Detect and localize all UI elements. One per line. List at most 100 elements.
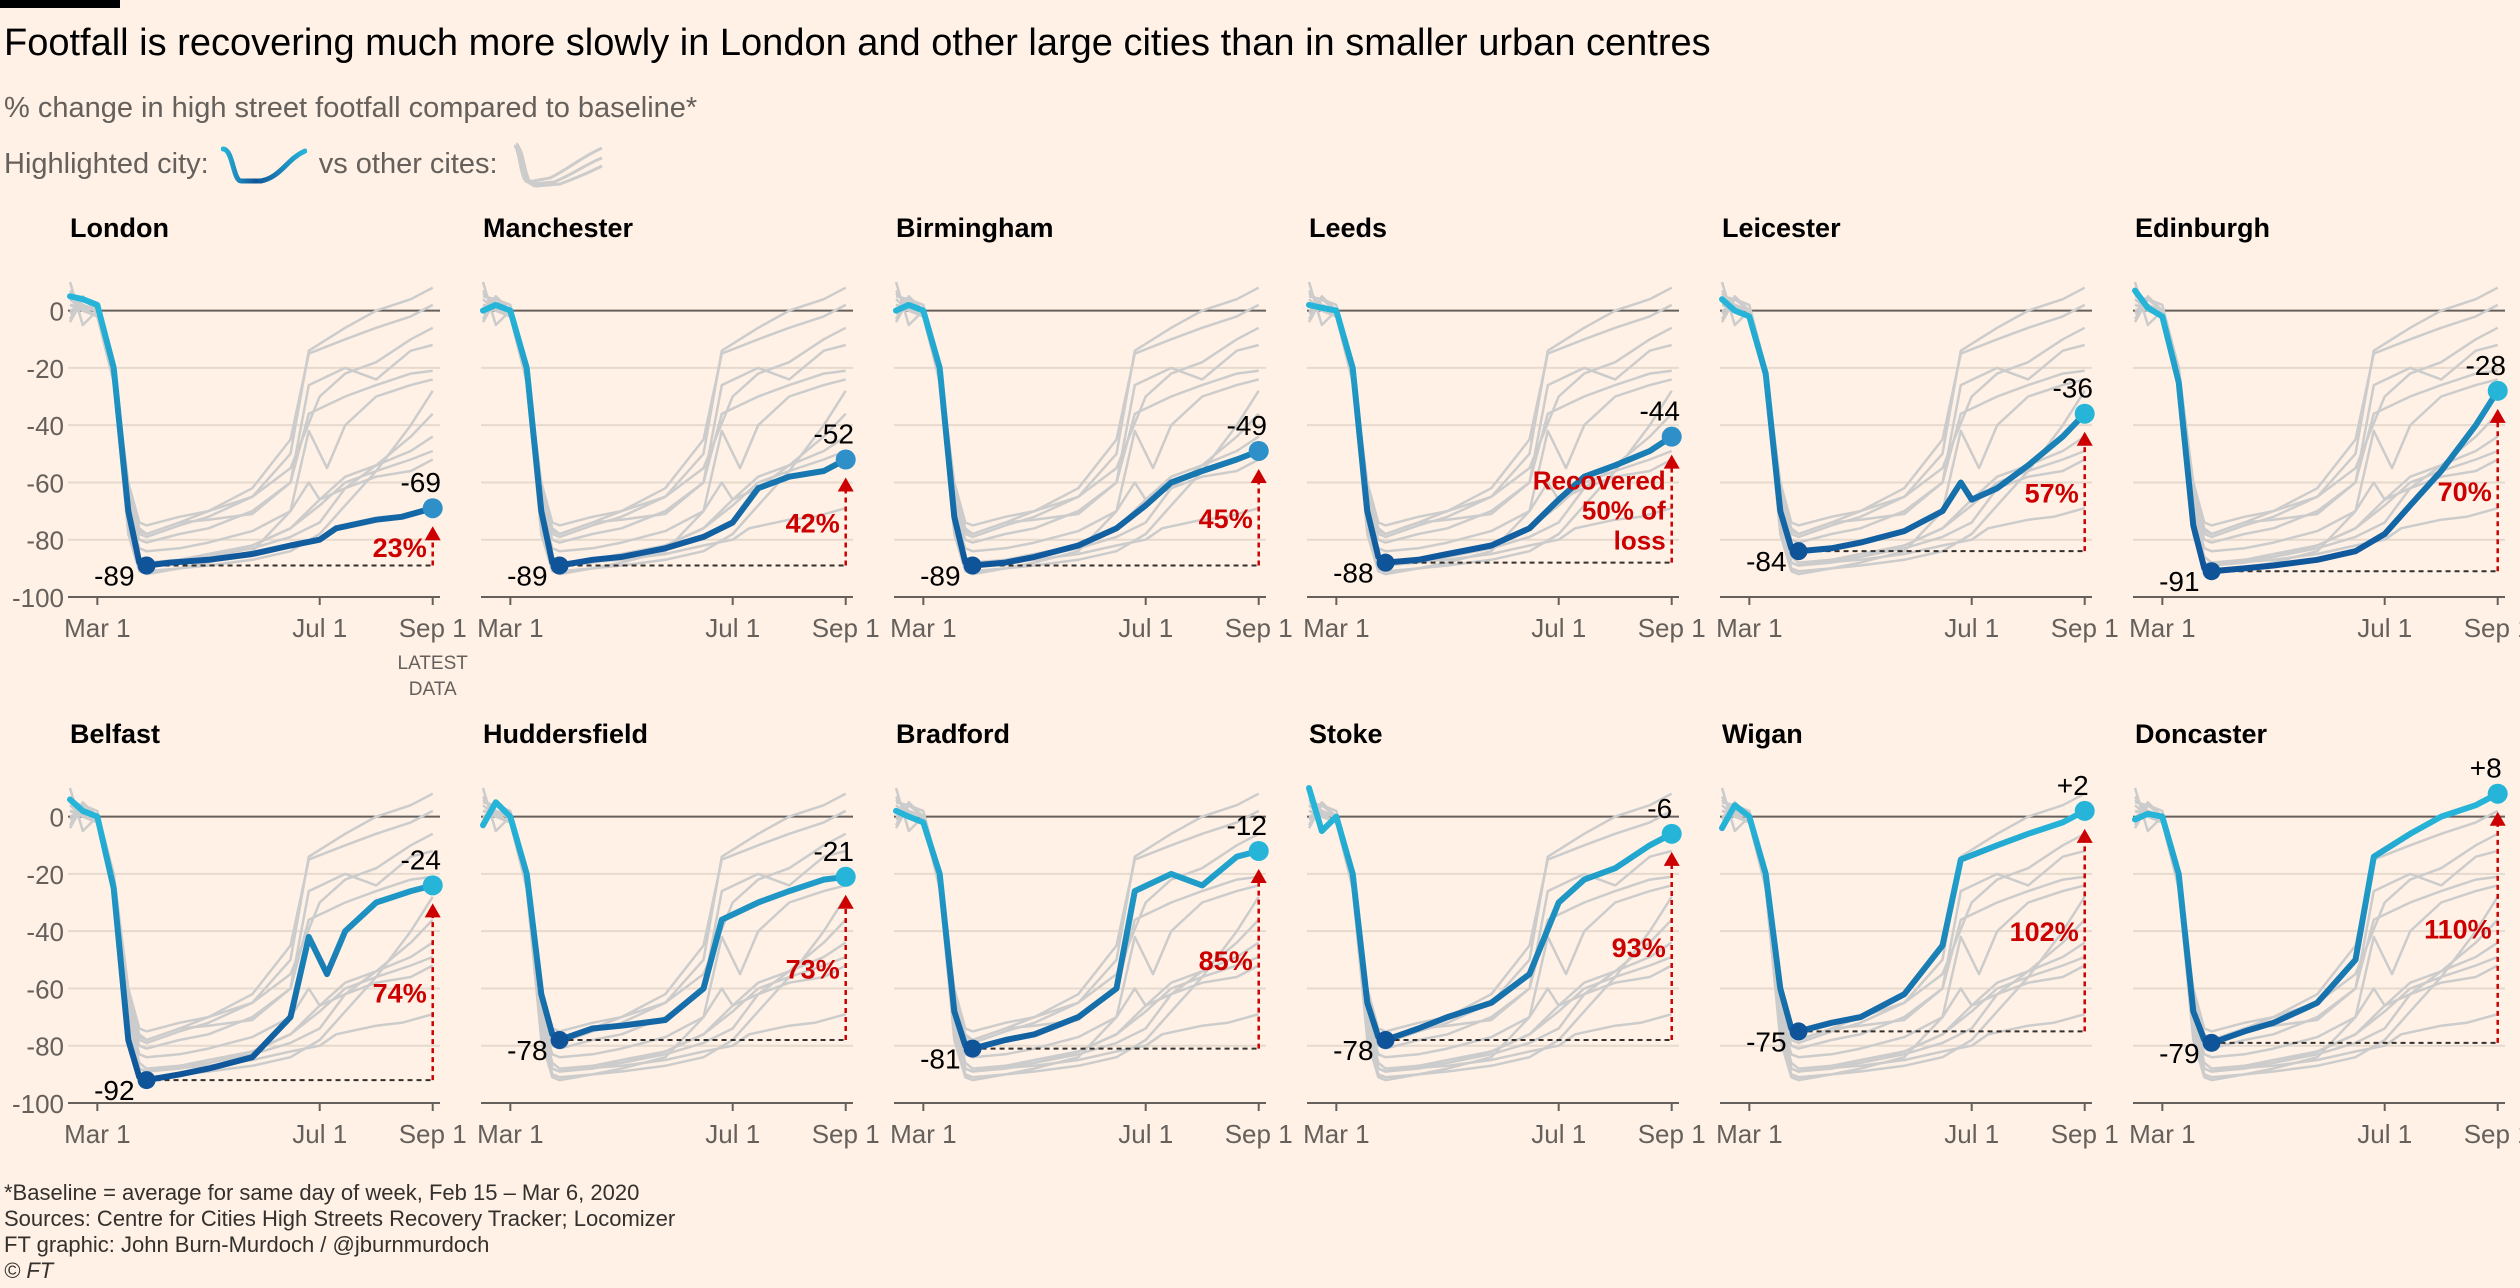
other-city-line — [2134, 303, 2499, 567]
latest-value-label: -52 — [813, 419, 853, 450]
min-value-label: -79 — [2159, 1038, 2199, 1069]
other-city-line — [894, 795, 1260, 1079]
y-tick-label: -80 — [26, 526, 64, 556]
other-city-line — [2134, 295, 2499, 567]
recovery-label: 50% of — [1582, 496, 1666, 526]
min-value-label: -75 — [1746, 1026, 1786, 1057]
other-city-line — [895, 809, 1260, 1073]
x-tick-label: Jul 1 — [2357, 1119, 2412, 1149]
footer-credit: FT graphic: John Burn-Murdoch / @jburnmu… — [4, 1232, 490, 1257]
other-city-line — [895, 809, 1260, 1073]
x-tick-label: Sep 1 — [1638, 1119, 1706, 1149]
x-tick-label: Mar 1 — [890, 1119, 956, 1149]
x-tick-label: Jul 1 — [705, 613, 760, 643]
latest-value-label: -12 — [1226, 810, 1266, 841]
legend-highlight-label: Highlighted city: — [4, 147, 209, 180]
recovery-arrowhead — [2076, 828, 2093, 843]
min-point — [1789, 1022, 1808, 1041]
x-tick-label: Jul 1 — [1531, 613, 1586, 643]
x-tick-label: Jul 1 — [1944, 613, 1999, 643]
recovery-label: 23% — [373, 533, 427, 563]
other-city-line — [69, 801, 434, 1073]
footer-sources: Sources: Centre for Cities High Streets … — [4, 1206, 676, 1231]
highlight-city-line — [2132, 790, 2501, 1046]
latest-point — [835, 866, 856, 887]
panel-title: Manchester — [483, 213, 634, 243]
y-tick-label: -60 — [26, 468, 64, 498]
recovery-label: 85% — [1199, 946, 1253, 976]
other-city-line — [69, 809, 434, 1073]
y-tick-label: -80 — [26, 1032, 64, 1062]
other-city-line — [482, 801, 847, 1073]
legend-others-swatch-icon — [512, 142, 603, 188]
other-city-line — [69, 303, 434, 567]
recovery-arrowhead — [424, 903, 441, 918]
recovery-label: loss — [1614, 526, 1666, 556]
min-point — [1789, 542, 1808, 561]
y-tick-label: -60 — [26, 974, 64, 1004]
x-tick-label: Mar 1 — [890, 613, 956, 643]
min-value-label: -78 — [1333, 1035, 1373, 1066]
min-value-label: -89 — [507, 561, 547, 592]
min-point — [137, 1071, 156, 1090]
latest-value-label: -21 — [813, 836, 853, 867]
panel-bradford: Bradford Mar 1 Jul 1 Sep 1 -81 -12 85% — [890, 719, 1293, 1149]
highlight-city-line — [67, 293, 436, 569]
x-tick-label: Mar 1 — [64, 1119, 130, 1149]
other-city-line — [482, 809, 847, 1050]
x-tick-label: Sep 1 — [1638, 613, 1706, 643]
latest-value-label: -36 — [2052, 373, 2092, 404]
recovery-label: 42% — [786, 509, 840, 539]
min-point — [137, 556, 156, 575]
x-tick-label: Jul 1 — [1944, 1119, 1999, 1149]
y-tick-label: 0 — [50, 297, 64, 327]
highlight-city-line — [1306, 301, 1675, 566]
panel-title: Bradford — [896, 719, 1010, 749]
latest-point — [1248, 841, 1269, 861]
recovery-arrowhead — [2489, 408, 2506, 423]
min-value-label: -78 — [507, 1035, 547, 1066]
min-point — [1376, 553, 1395, 572]
other-city-line — [68, 795, 434, 1079]
recovery-label: 45% — [1199, 504, 1253, 534]
other-city-line — [1721, 303, 2086, 564]
recovery-arrowhead — [1663, 851, 1680, 866]
x-tick-label: Sep 1 — [2051, 1119, 2119, 1149]
other-city-line — [1721, 295, 2086, 567]
latest-value-label: -69 — [400, 467, 440, 498]
x-tick-label: Mar 1 — [1303, 613, 1369, 643]
recovery-arrowhead — [1663, 454, 1680, 469]
panel-title: Edinburgh — [2135, 213, 2270, 243]
highlight-city-line — [480, 799, 849, 1043]
panel-title: Belfast — [70, 719, 160, 749]
recovery-arrowhead — [1250, 869, 1267, 883]
panel-stoke: Stoke Mar 1 Jul 1 Sep 1 -78 -6 93% — [1303, 719, 1706, 1149]
min-point — [550, 1031, 569, 1049]
y-tick-label: -20 — [26, 860, 64, 890]
x-tick-label: Sep 1 — [812, 1119, 880, 1149]
other-city-line — [69, 809, 434, 1073]
x-tick-label: Sep 1 — [2051, 613, 2119, 643]
x-tick-label: Jul 1 — [292, 613, 347, 643]
panel-birmingham: Birmingham Mar 1 Jul 1 Sep 1 -89 -49 45% — [890, 213, 1293, 643]
min-value-label: -89 — [920, 561, 960, 592]
x-tick-label: Jul 1 — [1531, 1119, 1586, 1149]
latest-point — [422, 498, 443, 519]
recovery-label: 74% — [373, 979, 427, 1009]
panel-huddersfield: Huddersfield Mar 1 Jul 1 Sep 1 -78 -21 73% — [477, 719, 880, 1149]
x-tick-label: Sep 1 — [1225, 613, 1293, 643]
latest-point — [835, 449, 856, 470]
x-tick-label: Mar 1 — [1303, 1119, 1369, 1149]
other-city-line — [69, 303, 434, 564]
x-tick-label: Sep 1 — [399, 1119, 467, 1149]
x-tick-label: Jul 1 — [2357, 613, 2412, 643]
latest-data-note: DATA — [409, 679, 457, 700]
x-tick-label: Sep 1 — [2464, 1119, 2520, 1149]
y-tick-label: -100 — [12, 1089, 64, 1119]
x-tick-label: Mar 1 — [477, 1119, 543, 1149]
